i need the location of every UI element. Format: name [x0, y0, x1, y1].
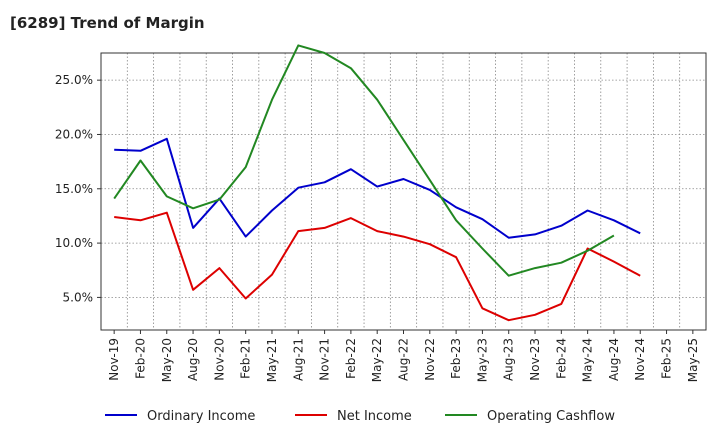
y-tick-label: 15.0% — [55, 182, 93, 196]
chart-title: [6289] Trend of Margin — [10, 14, 205, 32]
x-tick-label: May-20 — [160, 338, 174, 382]
x-tick-label: Nov-21 — [318, 338, 332, 381]
legend-label: Net Income — [337, 409, 412, 424]
x-tick-label: Feb-24 — [554, 338, 568, 379]
x-tick-label: Aug-24 — [607, 338, 621, 381]
y-tick-label: 25.0% — [55, 73, 93, 87]
legend-label: Ordinary Income — [147, 409, 255, 424]
x-tick-label: Aug-20 — [186, 338, 200, 381]
series-line-ordinary-income — [114, 137, 641, 239]
x-tick-label: Feb-21 — [239, 338, 253, 379]
x-tick-label: Aug-23 — [502, 338, 516, 381]
x-tick-label: May-25 — [686, 338, 700, 382]
x-tick-label: Feb-23 — [449, 338, 463, 379]
x-tick-label: Aug-22 — [397, 338, 411, 381]
series-line-operating-cashflow — [113, 44, 615, 277]
x-tick-label: Aug-21 — [291, 338, 305, 381]
x-tick-label: Nov-24 — [633, 338, 647, 381]
x-tick-label: May-22 — [370, 338, 384, 382]
y-tick-label: 10.0% — [55, 236, 93, 250]
x-tick-label: Nov-19 — [107, 338, 121, 381]
x-tick-label: Nov-23 — [528, 338, 542, 381]
series-line-net-income — [114, 211, 641, 322]
x-tick-label: Feb-20 — [133, 338, 147, 379]
x-tick-label: May-24 — [581, 338, 595, 382]
x-tick-label: May-23 — [475, 338, 489, 382]
y-tick-label: 20.0% — [55, 127, 93, 141]
x-tick-label: Nov-20 — [212, 338, 226, 381]
legend-label: Operating Cashflow — [487, 409, 615, 424]
y-tick-label: 5.0% — [63, 290, 94, 304]
x-tick-label: Feb-25 — [660, 338, 674, 379]
x-tick-label: Feb-22 — [344, 338, 358, 379]
x-tick-label: Nov-22 — [423, 338, 437, 381]
x-tick-label: May-21 — [265, 338, 279, 382]
